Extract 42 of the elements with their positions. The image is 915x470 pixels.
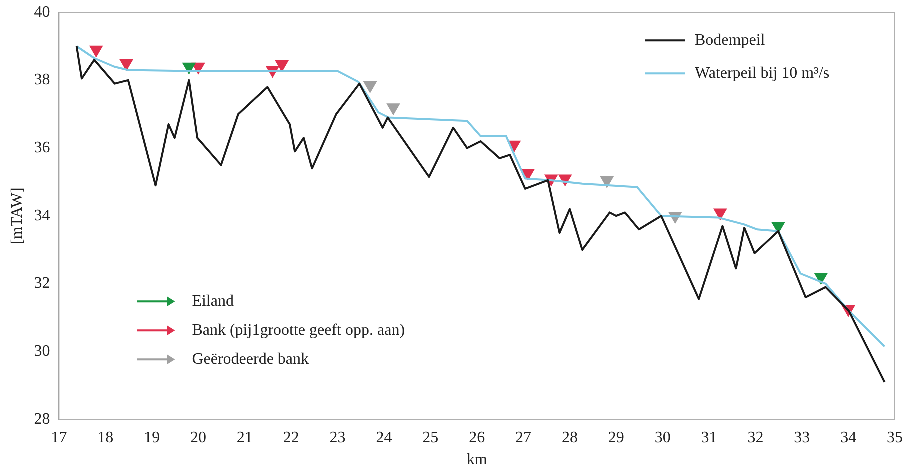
x-tick-label: 25: [422, 429, 439, 446]
legend-label: Bodempeil: [695, 32, 766, 49]
x-tick-label: 29: [608, 429, 624, 446]
point: [814, 273, 828, 285]
x-tick-label: 32: [748, 429, 764, 446]
legend-label: Waterpeil bij 10 m³/s: [695, 64, 830, 82]
x-tick-label: 23: [330, 429, 346, 446]
x-tick-label: 18: [98, 429, 114, 446]
y-axis-title: [mTAW]: [8, 188, 26, 245]
x-tick-label: 20: [190, 429, 206, 446]
y-tick-label: 28: [34, 410, 50, 428]
point: [120, 59, 134, 71]
y-tick-label: 34: [34, 207, 50, 224]
legend-label: Bank (pij1grootte geeft opp. aan): [192, 322, 406, 339]
point: [276, 60, 289, 72]
x-tick-label: 30: [654, 429, 671, 446]
legend-label: Eiland: [192, 292, 234, 310]
legend-label: Geërodeerde bank: [192, 350, 310, 368]
x-tick-label: 24: [376, 429, 392, 446]
x-tick-label: 34: [840, 429, 857, 446]
y-tick-label: 40: [34, 4, 50, 21]
point: [90, 46, 103, 58]
point: [600, 176, 614, 188]
x-tick-label: 21: [236, 429, 253, 446]
x-tick-label: 22: [283, 429, 300, 446]
x-tick-label: 26: [469, 429, 486, 446]
x-tick-label: 35: [887, 429, 903, 446]
y-tick-label: 30: [34, 342, 50, 360]
point: [714, 208, 727, 220]
x-axis-title: km: [466, 452, 488, 469]
y-tick-label: 32: [34, 275, 50, 292]
x-tick-label: 33: [794, 429, 810, 446]
x-tick-label: 17: [51, 429, 68, 446]
point: [522, 169, 535, 181]
point: [364, 82, 377, 94]
point: [386, 104, 400, 116]
x-tick-label: 19: [144, 429, 160, 446]
y-tick-label: 38: [34, 72, 50, 89]
x-tick-label: 28: [562, 429, 578, 446]
x-tick-label: 27: [516, 429, 532, 446]
x-tick-label: 31: [701, 429, 718, 446]
y-tick-label: 36: [34, 139, 50, 156]
